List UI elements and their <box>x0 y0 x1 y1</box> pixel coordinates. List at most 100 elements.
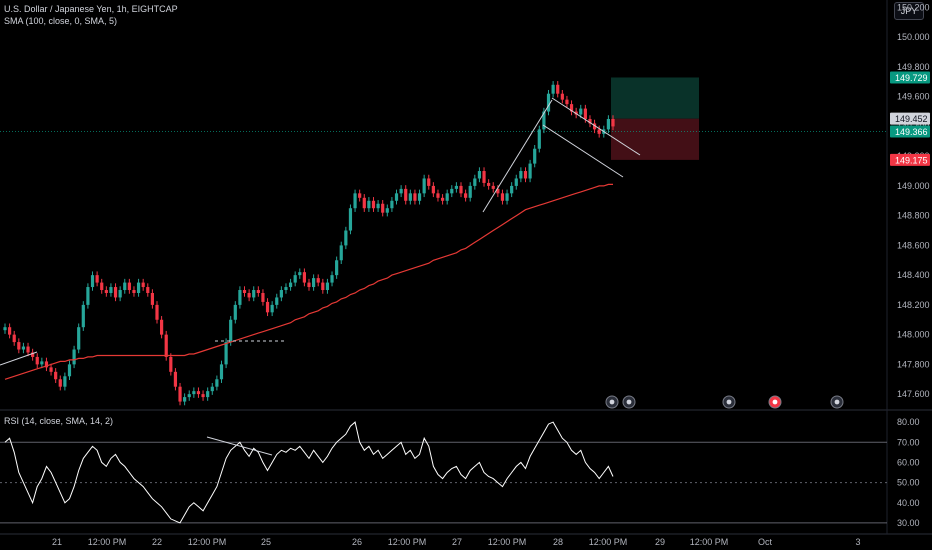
candle-body <box>330 275 334 283</box>
candle-body <box>275 297 279 305</box>
candle-body <box>546 93 551 112</box>
candle-body <box>408 193 412 201</box>
candle-body <box>496 188 500 194</box>
time-axis-label: 12:00 PM <box>488 537 527 547</box>
candle-body <box>17 342 21 350</box>
candle-body <box>417 193 422 201</box>
time-axis-label: 21 <box>52 537 62 547</box>
candle-body <box>206 391 210 398</box>
flash-icon[interactable] <box>605 395 619 409</box>
candle-body <box>436 193 440 198</box>
candle-body <box>454 185 458 189</box>
candle-body <box>127 282 131 291</box>
candle-body <box>431 185 435 194</box>
candle-body <box>597 129 601 134</box>
flag-icon[interactable] <box>622 395 636 409</box>
candle-body <box>123 282 127 291</box>
candle-body <box>316 278 320 283</box>
candle-body <box>100 282 104 291</box>
candle-body <box>284 287 288 291</box>
price-tick-label: 148.200 <box>897 300 930 310</box>
candle-body <box>445 193 449 201</box>
time-axis-label: 12:00 PM <box>88 537 127 547</box>
trendline-left <box>0 351 38 366</box>
candle-body <box>169 356 173 372</box>
candle-body <box>252 290 256 298</box>
stop-zone <box>611 118 699 160</box>
candle-body <box>569 104 574 112</box>
price-tick-label: 148.400 <box>897 270 930 280</box>
price-tick-label: 147.800 <box>897 359 930 369</box>
time-axis-label: 26 <box>352 537 362 547</box>
candle-body <box>381 203 385 213</box>
candle-body <box>238 290 242 305</box>
sma-legend[interactable]: SMA (100, close, 0, SMA, 5) <box>4 16 118 26</box>
price-tick-label: 148.600 <box>897 240 930 250</box>
price-tag: 149.729 <box>890 71 930 84</box>
candle-body <box>592 123 597 130</box>
candle-body <box>371 200 376 209</box>
time-axis-label: 29 <box>655 537 665 547</box>
rsi-tick-label: 80.00 <box>897 417 920 427</box>
price-tick-label: 147.600 <box>897 389 930 399</box>
candle-body <box>500 193 505 201</box>
candle-body <box>468 185 472 198</box>
candle-body <box>219 364 224 380</box>
rsi-legend[interactable]: RSI (14, close, SMA, 14, 2) <box>4 416 114 426</box>
flag-icon[interactable] <box>722 395 736 409</box>
candle-body <box>270 304 274 313</box>
candle-body <box>293 275 297 283</box>
candle-body <box>192 391 196 395</box>
candle-body <box>58 379 62 387</box>
price-tick-label: 148.800 <box>897 211 930 221</box>
svg-text:149.175: 149.175 <box>895 155 928 165</box>
candle-body <box>77 327 81 350</box>
candle-body <box>178 386 182 402</box>
sma-line <box>4 183 613 380</box>
candle-body <box>242 290 247 293</box>
time-axis-label: 28 <box>553 537 563 547</box>
candle-body <box>155 304 159 320</box>
candle-body <box>579 108 583 115</box>
time-axis-label: 12:00 PM <box>589 537 628 547</box>
candle-body <box>210 386 214 392</box>
candle-body <box>422 178 426 194</box>
candle-body <box>533 148 537 164</box>
candle-body <box>367 200 371 209</box>
candle-body <box>164 334 168 357</box>
rsi-line <box>4 421 614 524</box>
candle-body <box>440 197 445 201</box>
candle-body <box>201 394 205 398</box>
target-zone <box>611 77 699 119</box>
candle-body <box>321 282 325 291</box>
candle-body <box>187 394 191 398</box>
rsi-tick-label: 60.00 <box>897 457 920 467</box>
price-tick-label: 149.800 <box>897 62 930 72</box>
candle-body <box>160 319 164 335</box>
candle-body <box>132 290 136 293</box>
candle-body <box>90 275 95 288</box>
candle-body <box>611 118 615 127</box>
candle-body <box>49 367 53 372</box>
rsi-tick-label: 70.00 <box>897 437 920 447</box>
candle-body <box>390 200 394 209</box>
candle-body <box>464 193 468 198</box>
trendline-up <box>482 99 553 213</box>
record-icon[interactable] <box>768 395 782 409</box>
candle-body <box>40 361 44 365</box>
candle-body <box>233 304 237 320</box>
currency-button[interactable]: JPY <box>894 2 924 20</box>
flag-icon[interactable] <box>830 395 844 409</box>
candle-body <box>376 203 380 209</box>
candle-body <box>477 171 482 179</box>
candle-body <box>44 361 49 368</box>
candle-body <box>505 193 509 201</box>
candle-body <box>325 282 330 291</box>
candle-body <box>487 182 491 186</box>
candle-body <box>473 178 477 186</box>
candle-body <box>12 334 16 343</box>
candle-body <box>95 275 99 283</box>
candle-body <box>335 260 339 276</box>
candle-body <box>183 397 187 402</box>
